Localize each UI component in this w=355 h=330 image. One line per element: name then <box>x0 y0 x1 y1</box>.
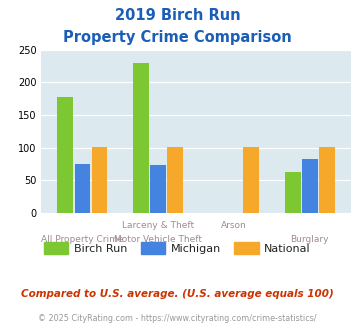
Bar <box>58 97 73 213</box>
Text: Arson: Arson <box>221 221 247 230</box>
Bar <box>302 159 318 213</box>
Bar <box>75 164 91 213</box>
Bar <box>150 165 166 213</box>
Text: Property Crime Comparison: Property Crime Comparison <box>63 30 292 45</box>
Bar <box>167 147 183 213</box>
Text: Motor Vehicle Theft: Motor Vehicle Theft <box>114 235 202 244</box>
Bar <box>243 147 259 213</box>
Bar <box>92 147 108 213</box>
Legend: Birch Run, Michigan, National: Birch Run, Michigan, National <box>40 238 315 258</box>
Text: © 2025 CityRating.com - https://www.cityrating.com/crime-statistics/: © 2025 CityRating.com - https://www.city… <box>38 314 317 323</box>
Text: Burglary: Burglary <box>290 235 329 244</box>
Text: All Property Crime: All Property Crime <box>41 235 124 244</box>
Bar <box>319 147 335 213</box>
Text: 2019 Birch Run: 2019 Birch Run <box>115 8 240 23</box>
Text: Compared to U.S. average. (U.S. average equals 100): Compared to U.S. average. (U.S. average … <box>21 289 334 299</box>
Bar <box>133 63 149 213</box>
Text: Larceny & Theft: Larceny & Theft <box>122 221 194 230</box>
Bar <box>285 172 301 213</box>
